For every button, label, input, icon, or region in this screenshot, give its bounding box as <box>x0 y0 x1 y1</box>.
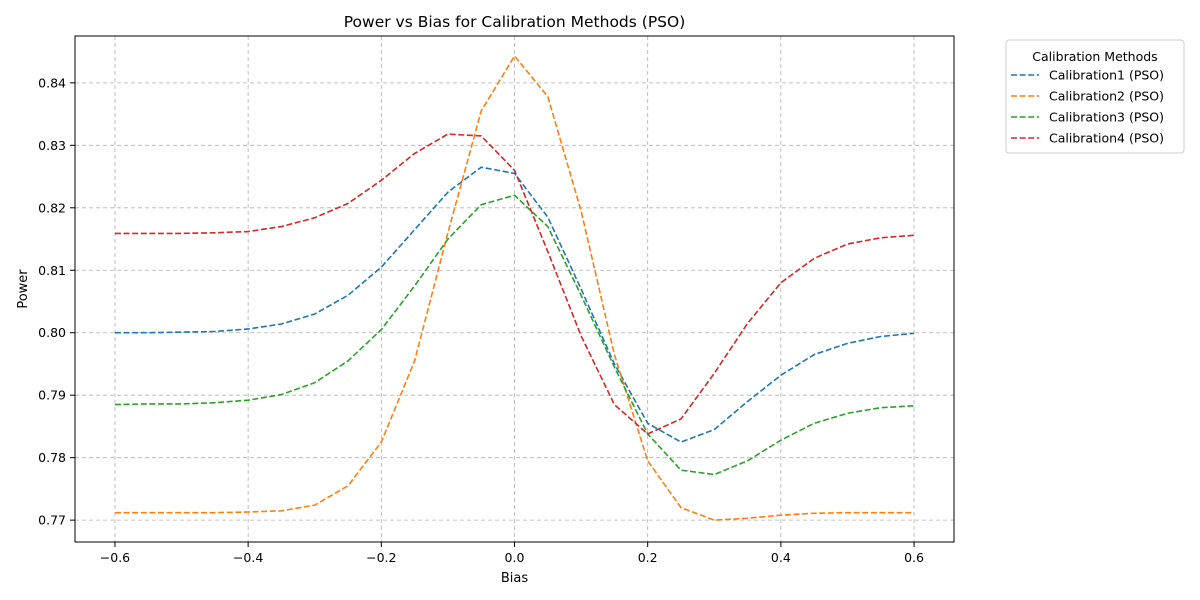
y-axis-label: Power <box>16 269 31 309</box>
y-tick-label: 0.84 <box>38 75 66 90</box>
x-axis: −0.6 −0.4 −0.2 0.0 0.2 0.4 0.6 <box>100 542 924 565</box>
legend-entry-label: Calibration1 (PSO) <box>1049 68 1164 83</box>
legend-entry-label: Calibration2 (PSO) <box>1049 89 1164 104</box>
series-line-calibration2 <box>114 54 915 521</box>
y-axis: 0.77 0.78 0.79 0.80 0.81 0.82 0.83 0.84 <box>38 75 75 528</box>
x-tick-label: 0.6 <box>904 550 924 565</box>
y-tick-label: 0.82 <box>38 200 66 215</box>
x-axis-label: Bias <box>501 571 528 586</box>
x-tick-label: 0.4 <box>771 550 791 565</box>
x-tick-label: 0.0 <box>505 550 525 565</box>
y-tick-label: 0.78 <box>38 450 66 465</box>
series-line-calibration1 <box>114 166 915 443</box>
series-line-calibration3 <box>114 194 915 476</box>
legend-items: Calibration1 (PSO) Calibration2 (PSO) Cali… <box>1011 68 1164 146</box>
x-tick-label: −0.4 <box>233 550 263 565</box>
series-line-calibration4 <box>114 133 915 435</box>
y-tick-label: 0.80 <box>38 325 66 340</box>
legend-title: Calibration Methods <box>1032 49 1157 64</box>
y-tick-label: 0.77 <box>38 513 66 528</box>
chart-title: Power vs Bias for Calibration Methods (P… <box>344 13 686 31</box>
x-tick-label: 0.2 <box>638 550 658 565</box>
series-lines <box>114 54 915 521</box>
x-tick-label: −0.2 <box>366 550 396 565</box>
y-tick-label: 0.83 <box>38 138 66 153</box>
y-tick-label: 0.79 <box>38 388 66 403</box>
legend-entry-label: Calibration3 (PSO) <box>1049 110 1164 125</box>
legend-entry-label: Calibration4 (PSO) <box>1049 131 1164 146</box>
legend-box <box>1005 39 1185 154</box>
x-tick-label: −0.6 <box>100 550 130 565</box>
legend: Calibration Methods Calibration1 (PSO)Ca… <box>1005 39 1185 154</box>
grid <box>75 36 954 542</box>
y-tick-label: 0.81 <box>38 263 66 278</box>
